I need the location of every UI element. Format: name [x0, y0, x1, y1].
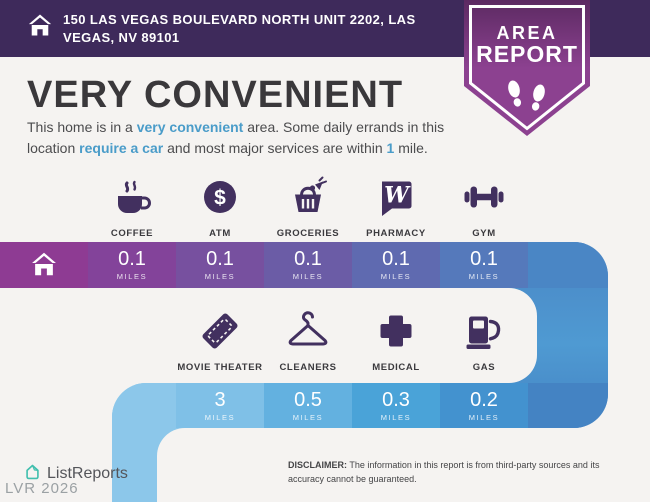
- hanger-icon: [286, 306, 330, 356]
- poi-movie-theater: MOVIE THEATER: [176, 306, 264, 373]
- poi-label: GROCERIES: [276, 228, 340, 239]
- description-segment: This home is in a: [27, 119, 137, 135]
- brand-name: ListReports: [47, 465, 128, 482]
- property-address: 150 LAS VEGAS BOULEVARD NORTH UNIT 2202,…: [63, 12, 416, 45]
- poi-atm: $ ATM: [176, 172, 264, 239]
- disclaimer: DISCLAIMER: The information in this repo…: [288, 459, 633, 486]
- movie-ticket-icon: [198, 306, 242, 356]
- distance-segment: 0.1 MILES: [440, 242, 528, 288]
- bar-home-segment: [0, 242, 88, 288]
- listreports-house-icon: [24, 463, 41, 485]
- listreports-brand: ListReports: [24, 463, 128, 485]
- poi-label: PHARMACY: [366, 228, 426, 239]
- poi-cleaners: CLEANERS: [264, 306, 352, 373]
- distance-unit: MILES: [292, 272, 324, 281]
- gas-pump-icon: [462, 306, 506, 356]
- distance-segment: 3 MILES: [176, 383, 264, 428]
- atm-icon: $: [198, 172, 242, 222]
- distance-bar-2: 3 MILES 0.5 MILES 0.3 MILES 0.2 MILES: [112, 383, 608, 428]
- poi-row-2: MOVIE THEATER CLEANERS MEDICAL GAS: [176, 306, 528, 373]
- distance-unit: MILES: [468, 412, 500, 422]
- distance-unit: MILES: [204, 412, 236, 422]
- svg-text:$: $: [214, 187, 226, 210]
- disclaimer-text: The information in this report is from t…: [288, 460, 600, 484]
- home-icon: [26, 12, 54, 40]
- distance-unit: MILES: [292, 412, 324, 422]
- pharmacy-icon: W: [374, 172, 418, 222]
- description-segment: location: [27, 140, 80, 156]
- distance-segment: 0.2 MILES: [440, 383, 528, 428]
- description-segment: area. Some daily errands in this: [243, 119, 445, 135]
- poi-gas: GAS: [440, 306, 528, 373]
- bar-tail-segment: [528, 383, 608, 428]
- svg-text:W: W: [384, 183, 411, 209]
- home-icon: [29, 250, 59, 280]
- poi-groceries: GROCERIES: [264, 172, 352, 239]
- description-segment: and most major services are within: [163, 140, 387, 156]
- poi-label: MEDICAL: [372, 362, 420, 373]
- medical-cross-icon: [374, 306, 418, 356]
- distance-value: 0.3: [382, 388, 410, 411]
- poi-row-1: COFFEE $ ATM GROCERIES W PHARMACY: [88, 172, 528, 239]
- bar-tail-segment: [528, 242, 608, 288]
- description-segment: mile.: [394, 140, 428, 156]
- coffee-icon: [110, 172, 154, 222]
- distance-value: 0.1: [470, 248, 498, 270]
- distance-unit: MILES: [116, 272, 148, 281]
- distance-value: 0.2: [470, 388, 498, 411]
- distance-segment: 0.1 MILES: [176, 242, 264, 288]
- disclaimer-label: DISCLAIMER:: [288, 460, 347, 470]
- distance-value: 3: [214, 388, 226, 411]
- poi-gym: GYM: [440, 172, 528, 239]
- distance-segment: 0.5 MILES: [264, 383, 352, 428]
- poi-label: MOVIE THEATER: [177, 362, 263, 373]
- distance-value: 0.1: [206, 248, 234, 270]
- distance-segment: 0.3 MILES: [352, 383, 440, 428]
- poi-label: CLEANERS: [279, 362, 337, 373]
- poi-pharmacy: W PHARMACY: [352, 172, 440, 239]
- distance-unit: MILES: [204, 272, 236, 281]
- distance-value: 0.5: [294, 388, 322, 411]
- area-report-badge: AREA REPORT: [464, 0, 590, 136]
- badge-line2: REPORT: [476, 41, 578, 67]
- watermark: LVR 2026: [5, 480, 79, 497]
- gym-icon: [462, 172, 506, 222]
- distance-segment: 0.1 MILES: [88, 242, 176, 288]
- distance-value: 0.1: [294, 248, 322, 270]
- distance-segment: 0.1 MILES: [352, 242, 440, 288]
- footer-white-panel: [157, 428, 650, 502]
- distance-value: 0.1: [118, 248, 146, 270]
- badge-line1: AREA: [496, 23, 557, 43]
- distance-unit: MILES: [380, 412, 412, 422]
- distance-value: 0.1: [382, 248, 410, 270]
- ribbon-badge-icon: AREA REPORT: [464, 0, 590, 136]
- highlighted-phrase: 1: [386, 140, 395, 156]
- distance-bar-1: 0.1 MILES 0.1 MILES 0.1 MILES 0.1 MILES 0.1 MILES: [0, 242, 608, 288]
- distance-unit: MILES: [468, 272, 500, 281]
- poi-coffee: COFFEE: [88, 172, 176, 239]
- poi-label: ATM: [209, 228, 231, 239]
- distance-unit: MILES: [380, 272, 412, 281]
- footprints-icon: [508, 80, 545, 111]
- poi-label: GYM: [472, 228, 496, 239]
- highlighted-phrase: require a car: [79, 140, 164, 156]
- bar-stub-segment: [112, 383, 176, 428]
- groceries-icon: [286, 172, 330, 222]
- poi-label: COFFEE: [110, 228, 154, 239]
- poi-medical: MEDICAL: [352, 306, 440, 373]
- distance-segment: 0.1 MILES: [264, 242, 352, 288]
- description-text: This home is in a very convenient area. …: [27, 117, 499, 159]
- page-title: VERY CONVENIENT: [27, 74, 404, 116]
- poi-label: GAS: [472, 362, 496, 373]
- middle-white-panel: [0, 288, 537, 383]
- highlighted-phrase: very convenient: [136, 119, 244, 135]
